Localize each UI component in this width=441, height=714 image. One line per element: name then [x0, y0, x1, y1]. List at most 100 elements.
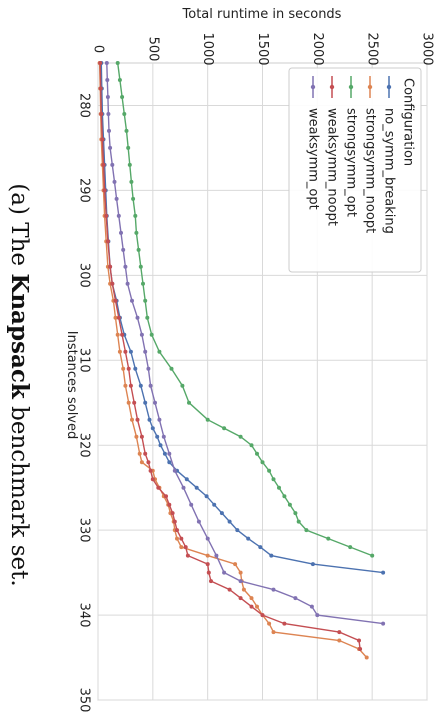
- data-point: [135, 417, 140, 422]
- data-point: [296, 519, 301, 524]
- data-point: [205, 553, 210, 558]
- data-point: [157, 349, 162, 354]
- data-point: [104, 213, 109, 218]
- caption-prefix: (a) The: [6, 183, 32, 273]
- data-point: [134, 230, 139, 235]
- data-point: [179, 545, 184, 550]
- data-point: [98, 61, 103, 65]
- data-point: [267, 621, 272, 626]
- data-point: [180, 383, 185, 388]
- data-point: [269, 553, 274, 558]
- data-point: [238, 570, 243, 575]
- legend-item: weaksymm_opt: [306, 76, 321, 210]
- data-point: [206, 570, 211, 575]
- data-point: [167, 451, 172, 456]
- data-point: [138, 383, 143, 388]
- tick-label-runtime: 0: [91, 45, 106, 53]
- data-point: [249, 604, 254, 609]
- data-point: [117, 349, 122, 354]
- data-point: [128, 383, 133, 388]
- data-point: [143, 400, 148, 405]
- data-point: [138, 264, 143, 269]
- data-point: [112, 179, 117, 184]
- data-point: [105, 95, 110, 99]
- tick-labels: 0 500 1000 1500 2000 2500 3000 280 290 300 310 320 3…: [77, 32, 435, 712]
- tick-label-instances: 320: [77, 433, 92, 458]
- data-point: [249, 596, 254, 601]
- data-point: [133, 366, 138, 371]
- data-point: [127, 162, 132, 167]
- tick-label-runtime: 500: [145, 37, 160, 62]
- data-point: [162, 451, 167, 456]
- data-point: [204, 494, 209, 499]
- data-point: [157, 417, 162, 422]
- data-point: [246, 536, 251, 541]
- data-point: [293, 596, 298, 601]
- data-point: [155, 434, 160, 439]
- tick-label-runtime: 3000: [420, 32, 435, 65]
- data-point: [148, 383, 153, 388]
- data-point: [106, 112, 111, 116]
- data-point: [260, 460, 265, 465]
- data-point: [172, 519, 177, 524]
- data-point: [126, 145, 131, 150]
- data-point: [337, 630, 342, 635]
- data-point: [161, 434, 166, 439]
- data-point: [310, 562, 315, 567]
- data-point: [115, 332, 120, 337]
- data-point: [309, 604, 314, 609]
- data-point: [129, 179, 134, 184]
- data-point: [116, 213, 121, 218]
- tick-label-instances: 310: [77, 348, 92, 373]
- data-point: [149, 332, 154, 337]
- data-point: [98, 86, 103, 91]
- data-point: [249, 443, 254, 448]
- data-point: [132, 400, 137, 405]
- data-point: [381, 621, 386, 626]
- tick-label-runtime: 1000: [200, 32, 215, 65]
- series-weaksymm_noopt: [98, 61, 363, 651]
- data-point: [153, 400, 157, 405]
- data-point: [175, 536, 179, 541]
- data-point: [150, 477, 155, 482]
- data-point: [105, 78, 110, 82]
- data-point: [104, 61, 109, 65]
- data-point: [326, 536, 331, 541]
- data-point: [115, 61, 120, 65]
- data-point: [137, 451, 142, 456]
- data-point: [135, 315, 140, 320]
- data-point: [120, 95, 125, 99]
- data-point: [114, 196, 119, 201]
- data-point: [183, 545, 188, 550]
- data-point: [282, 494, 287, 499]
- data-point: [260, 613, 265, 618]
- data-point: [121, 247, 126, 252]
- data-point: [147, 417, 152, 422]
- data-point: [227, 587, 232, 592]
- legend-title: Configuration: [401, 78, 416, 166]
- data-point: [143, 349, 148, 354]
- data-point: [238, 434, 243, 439]
- series-strongsymm_opt: [115, 61, 375, 558]
- data-point: [126, 366, 131, 371]
- tick-label-runtime: 2000: [310, 32, 325, 65]
- tick-label-instances: 300: [77, 263, 92, 288]
- y-axis-label: Total runtime in seconds: [182, 7, 342, 22]
- data-point: [185, 553, 190, 558]
- data-point: [271, 477, 276, 482]
- grid-lines: [97, 63, 428, 701]
- data-point: [282, 621, 287, 626]
- tick-label-instances: 350: [77, 688, 92, 713]
- data-point: [267, 468, 272, 473]
- data-point: [205, 417, 210, 422]
- data-point: [113, 315, 118, 320]
- data-point: [370, 553, 375, 558]
- series-weaksymm_opt: [104, 61, 386, 626]
- data-point: [108, 264, 113, 269]
- data-point: [293, 511, 298, 516]
- legend-item: no_symm_breaking: [382, 76, 397, 234]
- data-point: [121, 366, 126, 371]
- data-point: [108, 145, 113, 150]
- data-point: [214, 553, 219, 558]
- data-point: [172, 468, 177, 473]
